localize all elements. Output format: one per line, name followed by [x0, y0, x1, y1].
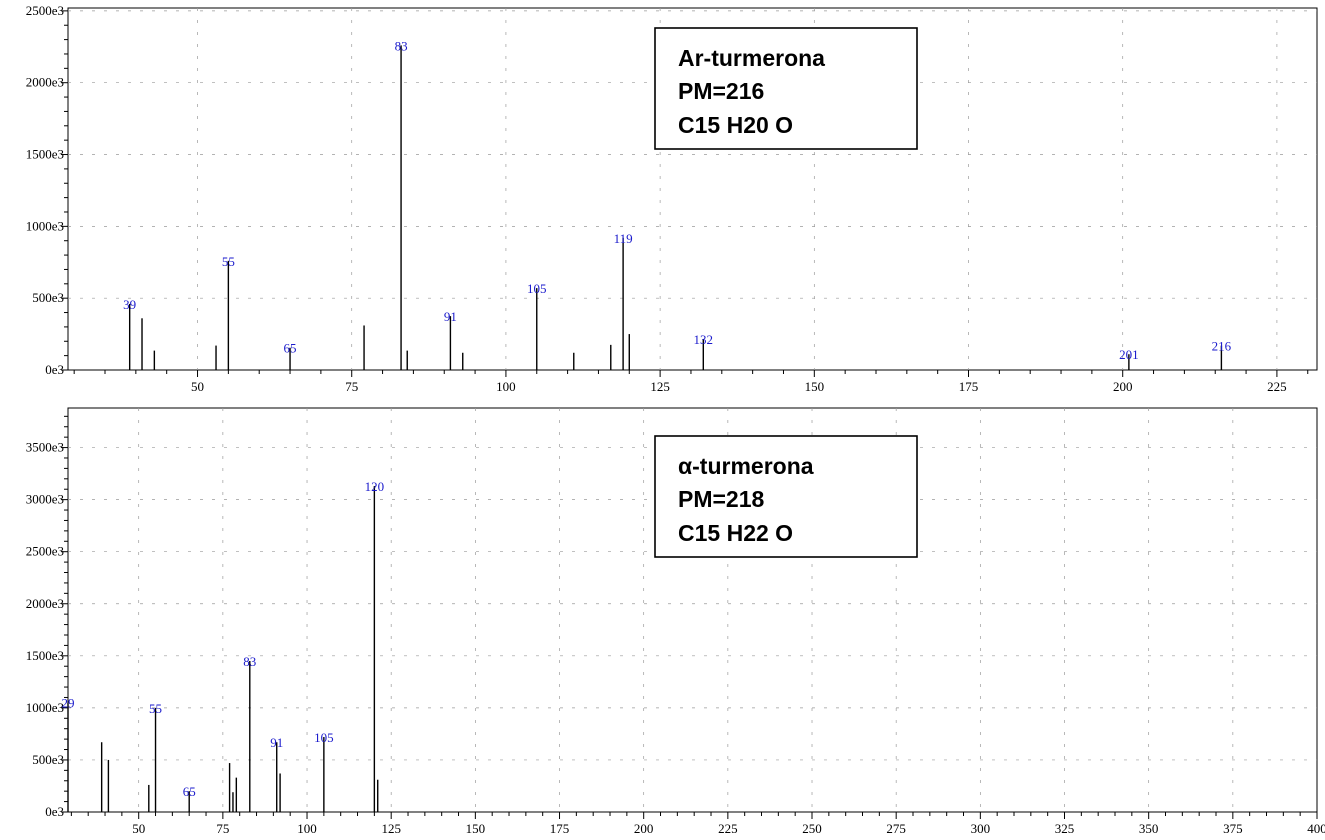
y-tick-label: 0e3 — [45, 362, 64, 377]
y-tick-label: 0e3 — [45, 804, 64, 819]
peak-mz-label: 65 — [284, 341, 297, 356]
x-tick-label: 175 — [959, 379, 979, 394]
peak-mz-label: 201 — [1119, 347, 1139, 362]
x-tick-label: 325 — [1055, 821, 1075, 836]
x-tick-label: 100 — [297, 821, 317, 836]
y-tick-label: 2500e3 — [26, 3, 64, 18]
peak-mz-label: 105 — [314, 730, 334, 745]
y-tick-label: 3500e3 — [26, 440, 64, 455]
peak-mz-label: 216 — [1212, 339, 1232, 354]
x-tick-label: 400 — [1307, 821, 1325, 836]
molecular-formula-text: C15 H22 O — [678, 520, 793, 546]
x-tick-label: 50 — [132, 821, 145, 836]
molecular-formula-text: C15 H20 O — [678, 112, 793, 138]
peak-mz-label: 65 — [183, 784, 196, 799]
x-tick-label: 200 — [634, 821, 654, 836]
peak-mz-label: 119 — [614, 231, 633, 246]
alpha-turmerona-spectrum-panel: 50 75 100 125 150 175 200 225 250 275 300 325 350 375… — [26, 407, 1325, 836]
x-tick-label: 150 — [805, 379, 825, 394]
y-tick-label: 3000e3 — [26, 492, 64, 507]
x-tick-label: 300 — [971, 821, 991, 836]
y-tick-label: 1500e3 — [26, 147, 64, 162]
compound-name-text: α-turmerona — [678, 453, 814, 479]
peak-mz-label: 29 — [62, 696, 75, 711]
y-tick-label: 1000e3 — [26, 700, 64, 715]
x-tick-label: 350 — [1139, 821, 1159, 836]
x-tick-label: 75 — [216, 821, 229, 836]
peak-mz-label: 91 — [444, 309, 457, 324]
y-tick-label: 2500e3 — [26, 544, 64, 559]
x-tick-label: 200 — [1113, 379, 1133, 394]
x-tick-label: 125 — [381, 821, 401, 836]
x-tick-label: 50 — [191, 379, 204, 394]
molecular-weight-text: PM=218 — [678, 486, 765, 512]
peak-mz-label: 105 — [527, 281, 547, 296]
peak-mz-label: 91 — [270, 735, 283, 750]
x-tick-label: 275 — [886, 821, 906, 836]
peak-mz-label: 120 — [365, 479, 385, 494]
compound-info-box — [654, 435, 918, 558]
x-tick-label: 225 — [718, 821, 738, 836]
ar-turmerona-spectrum-panel: 50 75 100 125 150 175 200 225 0e3 500e3 1000e3 1500… — [26, 3, 1318, 394]
x-tick-label: 250 — [802, 821, 822, 836]
y-tick-label: 500e3 — [32, 752, 64, 767]
y-tick-label: 1000e3 — [26, 218, 64, 233]
y-tick-label: 2000e3 — [26, 75, 64, 90]
peak-mz-label: 132 — [694, 332, 714, 347]
peak-mz-label: 55 — [149, 701, 162, 716]
peak-mz-label: 55 — [222, 254, 235, 269]
compound-name-text: Ar-turmerona — [678, 45, 825, 71]
x-tick-label: 375 — [1223, 821, 1243, 836]
x-tick-label: 75 — [345, 379, 358, 394]
peak-mz-label: 83 — [243, 654, 256, 669]
x-tick-label: 225 — [1267, 379, 1287, 394]
peak-mz-label: 39 — [123, 297, 136, 312]
y-tick-label: 2000e3 — [26, 596, 64, 611]
x-tick-label: 125 — [650, 379, 670, 394]
compound-info-box — [654, 27, 918, 150]
x-tick-label: 150 — [466, 821, 486, 836]
y-tick-label: 1500e3 — [26, 648, 64, 663]
peak-mz-label: 83 — [395, 38, 408, 53]
molecular-weight-text: PM=216 — [678, 78, 764, 104]
x-tick-label: 175 — [550, 821, 570, 836]
x-tick-label: 100 — [496, 379, 516, 394]
y-tick-label: 500e3 — [32, 290, 64, 305]
